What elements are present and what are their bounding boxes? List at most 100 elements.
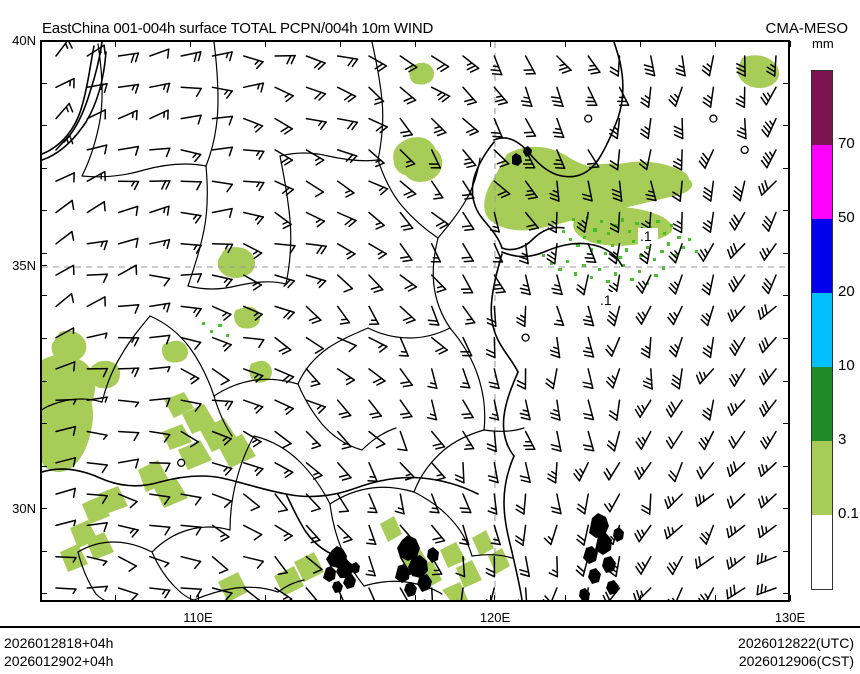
- wind-barb: [582, 336, 595, 358]
- wind-barb: [243, 368, 264, 383]
- wind-barb: [274, 117, 294, 135]
- wind-barb: [428, 149, 442, 169]
- colorbar-band-20-50: [812, 219, 832, 293]
- wind-barb: [86, 493, 108, 505]
- wind-barb: [729, 336, 746, 356]
- wind-calm-circle: [521, 333, 530, 342]
- wind-barb: [611, 180, 623, 202]
- ytick-minor-right: [783, 550, 789, 552]
- wind-barb: [149, 205, 170, 216]
- wind-barb: [368, 149, 385, 168]
- wind-barb: [553, 149, 566, 170]
- wind-barb: [211, 86, 233, 99]
- wind-barb: [243, 117, 264, 133]
- wind-barb: [460, 336, 473, 357]
- wind-barb-layer: [55, 42, 777, 600]
- wind-barb: [605, 336, 621, 357]
- wind-barb: [456, 587, 464, 600]
- wind-barb: [211, 524, 230, 542]
- wind-barb: [274, 274, 296, 289]
- wind-barb: [243, 430, 262, 448]
- ytick-minor-right: [783, 423, 789, 425]
- wind-barb: [274, 211, 292, 230]
- wind-barb: [666, 555, 683, 576]
- wind-barb: [149, 334, 171, 345]
- wind-barb: [665, 430, 683, 450]
- colorbar[interactable]: [811, 70, 833, 590]
- wind-barb: [368, 274, 384, 293]
- svg-text:.1: .1: [600, 292, 612, 308]
- wind-barb: [430, 274, 447, 293]
- wind-barb: [608, 117, 621, 140]
- wind-barb: [459, 368, 471, 389]
- wind-calm-circle: [177, 458, 186, 467]
- wind-barb: [461, 180, 475, 200]
- wind-barb: [398, 336, 409, 357]
- wind-barb: [274, 587, 293, 600]
- wind-barb: [728, 368, 746, 387]
- wind-barb: [86, 462, 108, 474]
- xtick-major-110e: [198, 595, 199, 602]
- wind-barb: [430, 462, 446, 481]
- wind-barb: [616, 86, 630, 106]
- wind-barb: [519, 399, 531, 421]
- wind-barb: [243, 211, 265, 225]
- wind-barb: [399, 587, 408, 600]
- wind-barb: [552, 117, 565, 139]
- wind-barb: [519, 274, 531, 296]
- xtick-minor-top: [715, 41, 716, 47]
- wind-barb: [668, 243, 683, 264]
- wind-barb: [55, 292, 75, 308]
- wind-barb: [274, 462, 294, 479]
- xtick-minor: [340, 595, 341, 601]
- wind-barb: [180, 86, 202, 97]
- wind-barb: [702, 211, 715, 233]
- colorbar-band-3-10: [812, 367, 832, 441]
- wind-barb: [149, 48, 170, 59]
- wind-barb: [117, 587, 139, 600]
- ytick-minor-right: [783, 125, 789, 127]
- wind-barb: [336, 462, 352, 481]
- wind-barb: [149, 302, 171, 313]
- wind-barb: [211, 587, 233, 600]
- wind-barb: [274, 243, 296, 255]
- wind-barb: [399, 117, 413, 137]
- wind-barb: [117, 264, 138, 276]
- xtick-minor-top: [40, 41, 41, 47]
- page-title: EastChina 001-004h surface TOTAL PCPN/00…: [42, 20, 434, 37]
- wind-barb: [668, 462, 683, 483]
- ytick-minor: [41, 295, 47, 297]
- wind-barb: [549, 336, 561, 359]
- wind-barb: [274, 524, 293, 542]
- wind-barb: [461, 243, 474, 263]
- wind-barb: [667, 587, 683, 600]
- wind-barb: [305, 149, 325, 166]
- wind-barb: [86, 83, 108, 94]
- wind-barb: [368, 305, 380, 325]
- wind-barb: [55, 199, 75, 214]
- wind-barb: [117, 555, 138, 572]
- xtick-minor-top: [340, 41, 341, 47]
- wind-barb: [493, 274, 506, 294]
- wind-barb: [55, 519, 77, 527]
- wind-barb: [582, 305, 595, 327]
- wind-barb: [546, 243, 558, 265]
- wind-barb: [55, 230, 75, 245]
- wind-barb: [760, 149, 777, 169]
- wind-barb: [274, 493, 289, 513]
- wind-barb: [55, 102, 74, 120]
- wind-barb: [86, 396, 108, 403]
- wind-barb: [243, 462, 264, 476]
- wind-barb: [587, 55, 601, 75]
- footer-valid-time-right: 2026012822(UTC) 2026012906(CST): [738, 635, 854, 669]
- wind-barb: [727, 399, 746, 416]
- wind-barb: [243, 274, 263, 291]
- map-province-layer: [42, 42, 525, 600]
- wind-barb: [55, 487, 76, 499]
- wind-barb: [117, 205, 139, 216]
- wind-barb: [399, 211, 414, 231]
- precip-layer-west: [42, 330, 256, 572]
- map-panel[interactable]: .1 .1: [40, 40, 790, 602]
- wind-barb: [726, 461, 746, 478]
- wind-barb: [486, 305, 497, 328]
